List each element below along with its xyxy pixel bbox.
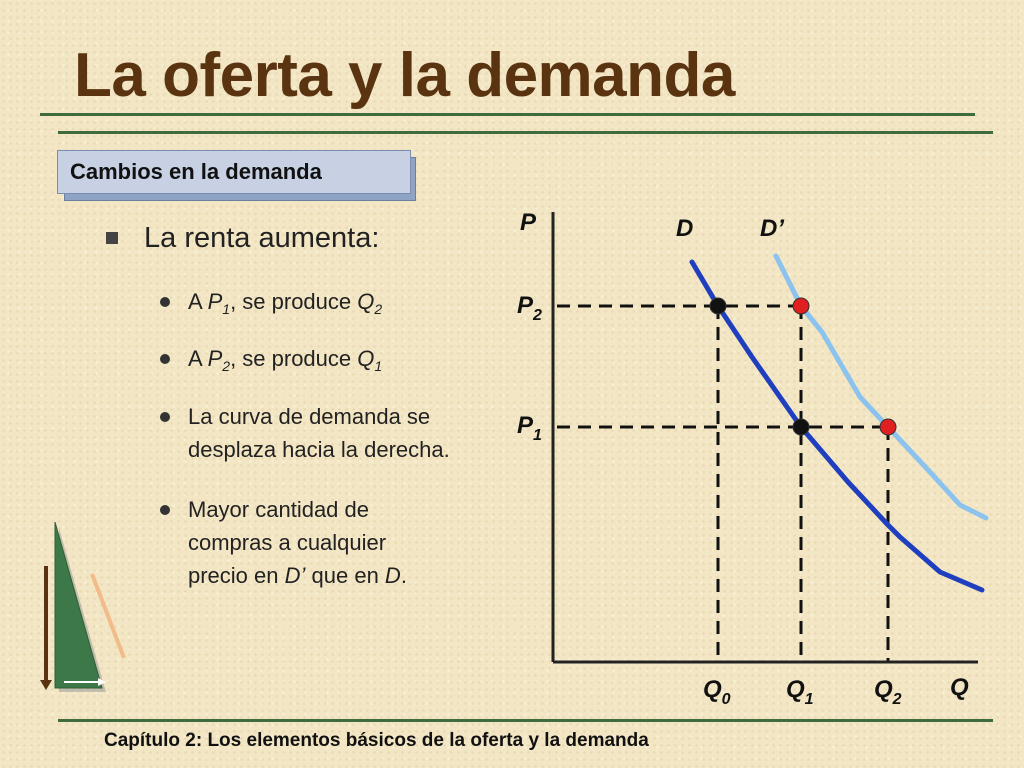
round-bullet-icon xyxy=(160,412,170,422)
bullet-line: Mayor cantidad de xyxy=(188,493,407,526)
quantity-label-q2: Q2 xyxy=(874,676,902,708)
quantity-label-q2-main: Q xyxy=(874,676,893,703)
sub-bullet-b3: La curva de demanda se desplaza hacia la … xyxy=(188,400,450,466)
title-rule-top xyxy=(40,113,975,116)
bullet-text-run: . xyxy=(400,563,407,588)
square-bullet-icon xyxy=(106,232,118,244)
title-rule-bottom xyxy=(58,131,993,134)
bullet-text-run: Mayor cantidad de xyxy=(188,497,369,522)
quantity-label-q0-subscript: 0 xyxy=(722,691,731,708)
bullet-text-run: precio en xyxy=(188,563,285,588)
quantity-label-q1-main: Q xyxy=(786,676,805,703)
price-label-p2-subscript: 2 xyxy=(532,307,542,324)
subscript: 2 xyxy=(374,301,383,317)
bullet-text-run: A xyxy=(188,346,208,371)
round-bullet-icon xyxy=(160,297,170,307)
demand-curve-d xyxy=(689,259,985,593)
bullet-text-run: que en xyxy=(305,563,385,588)
curve-label-d: D xyxy=(676,215,693,242)
subscript: 2 xyxy=(222,358,231,374)
quantity-label-q0: Q0 xyxy=(703,676,731,708)
bullet-text-run: La curva de demanda se xyxy=(188,404,431,429)
price-label-p2-main: P xyxy=(517,292,534,319)
bullet-text-run: A xyxy=(188,289,208,314)
price-label-p1-main: P xyxy=(517,412,534,439)
equilibrium-point-4 xyxy=(879,418,897,436)
quantity-label-q2-subscript: 2 xyxy=(892,691,902,708)
subscript: 1 xyxy=(222,301,231,317)
bullet-text-run: , se produce xyxy=(230,289,358,314)
bullet-text-run: P xyxy=(207,289,223,314)
bullet-line: La curva de demanda se xyxy=(188,400,450,433)
bullet-text-run: D’ xyxy=(284,563,306,588)
bullet-text-run: desplaza hacia la derecha. xyxy=(188,437,450,462)
bullet-list: La renta aumenta: A P1, se produce Q2 A P… xyxy=(0,0,560,700)
slide-title: La oferta y la demanda xyxy=(74,41,735,110)
bullet-line: compras a cualquier xyxy=(188,526,407,559)
chart-axes xyxy=(551,212,978,664)
round-bullet-icon xyxy=(160,505,170,515)
main-bullet-text: La renta aumenta: xyxy=(144,222,380,254)
quantity-label-q1: Q1 xyxy=(786,676,814,708)
bullet-text-run: Q xyxy=(357,289,375,314)
equilibrium-point-1 xyxy=(709,297,727,315)
section-label: Cambios en la demanda xyxy=(57,150,411,194)
bullet-text-run: D xyxy=(384,563,401,588)
curve-label-d-prime: D’ xyxy=(760,215,784,242)
equilibrium-point-2 xyxy=(792,418,810,436)
footer-text: Capítulo 2: Los elementos básicos de la … xyxy=(104,730,649,751)
sub-bullet-b4: Mayor cantidad de compras a cualquier prec… xyxy=(188,493,407,592)
quantity-label-q1-subscript: 1 xyxy=(805,691,814,708)
quantity-label-q0-main: Q xyxy=(703,676,722,703)
bullet-text-run: compras a cualquier xyxy=(188,530,387,555)
footer-rule xyxy=(58,719,993,722)
bullet-text-run: P xyxy=(207,346,223,371)
equilibrium-points xyxy=(709,297,897,436)
sub-bullet-b1: A P1, se produce Q2 xyxy=(188,285,382,326)
bullet-text-run: , se produce xyxy=(230,346,358,371)
subscript: 1 xyxy=(374,358,383,374)
sub-bullet-b2: A P2, se produce Q1 xyxy=(188,342,382,383)
up-arrow-icon xyxy=(90,573,126,659)
price-label-p2: P2 xyxy=(517,292,542,324)
y-axis-label: P xyxy=(520,209,537,236)
round-bullet-icon xyxy=(160,354,170,364)
bullet-line: desplaza hacia la derecha. xyxy=(188,433,450,466)
price-label-p1: P1 xyxy=(517,412,542,444)
bullet-line: precio en D’ que en D. xyxy=(188,559,407,592)
equilibrium-point-3 xyxy=(792,297,810,315)
section-label-text: Cambios en la demanda xyxy=(70,159,322,184)
price-label-p1-subscript: 1 xyxy=(533,427,542,444)
x-axis-label: Q xyxy=(950,674,969,701)
bullet-text-run: Q xyxy=(357,346,375,371)
guide-lines xyxy=(557,304,890,662)
